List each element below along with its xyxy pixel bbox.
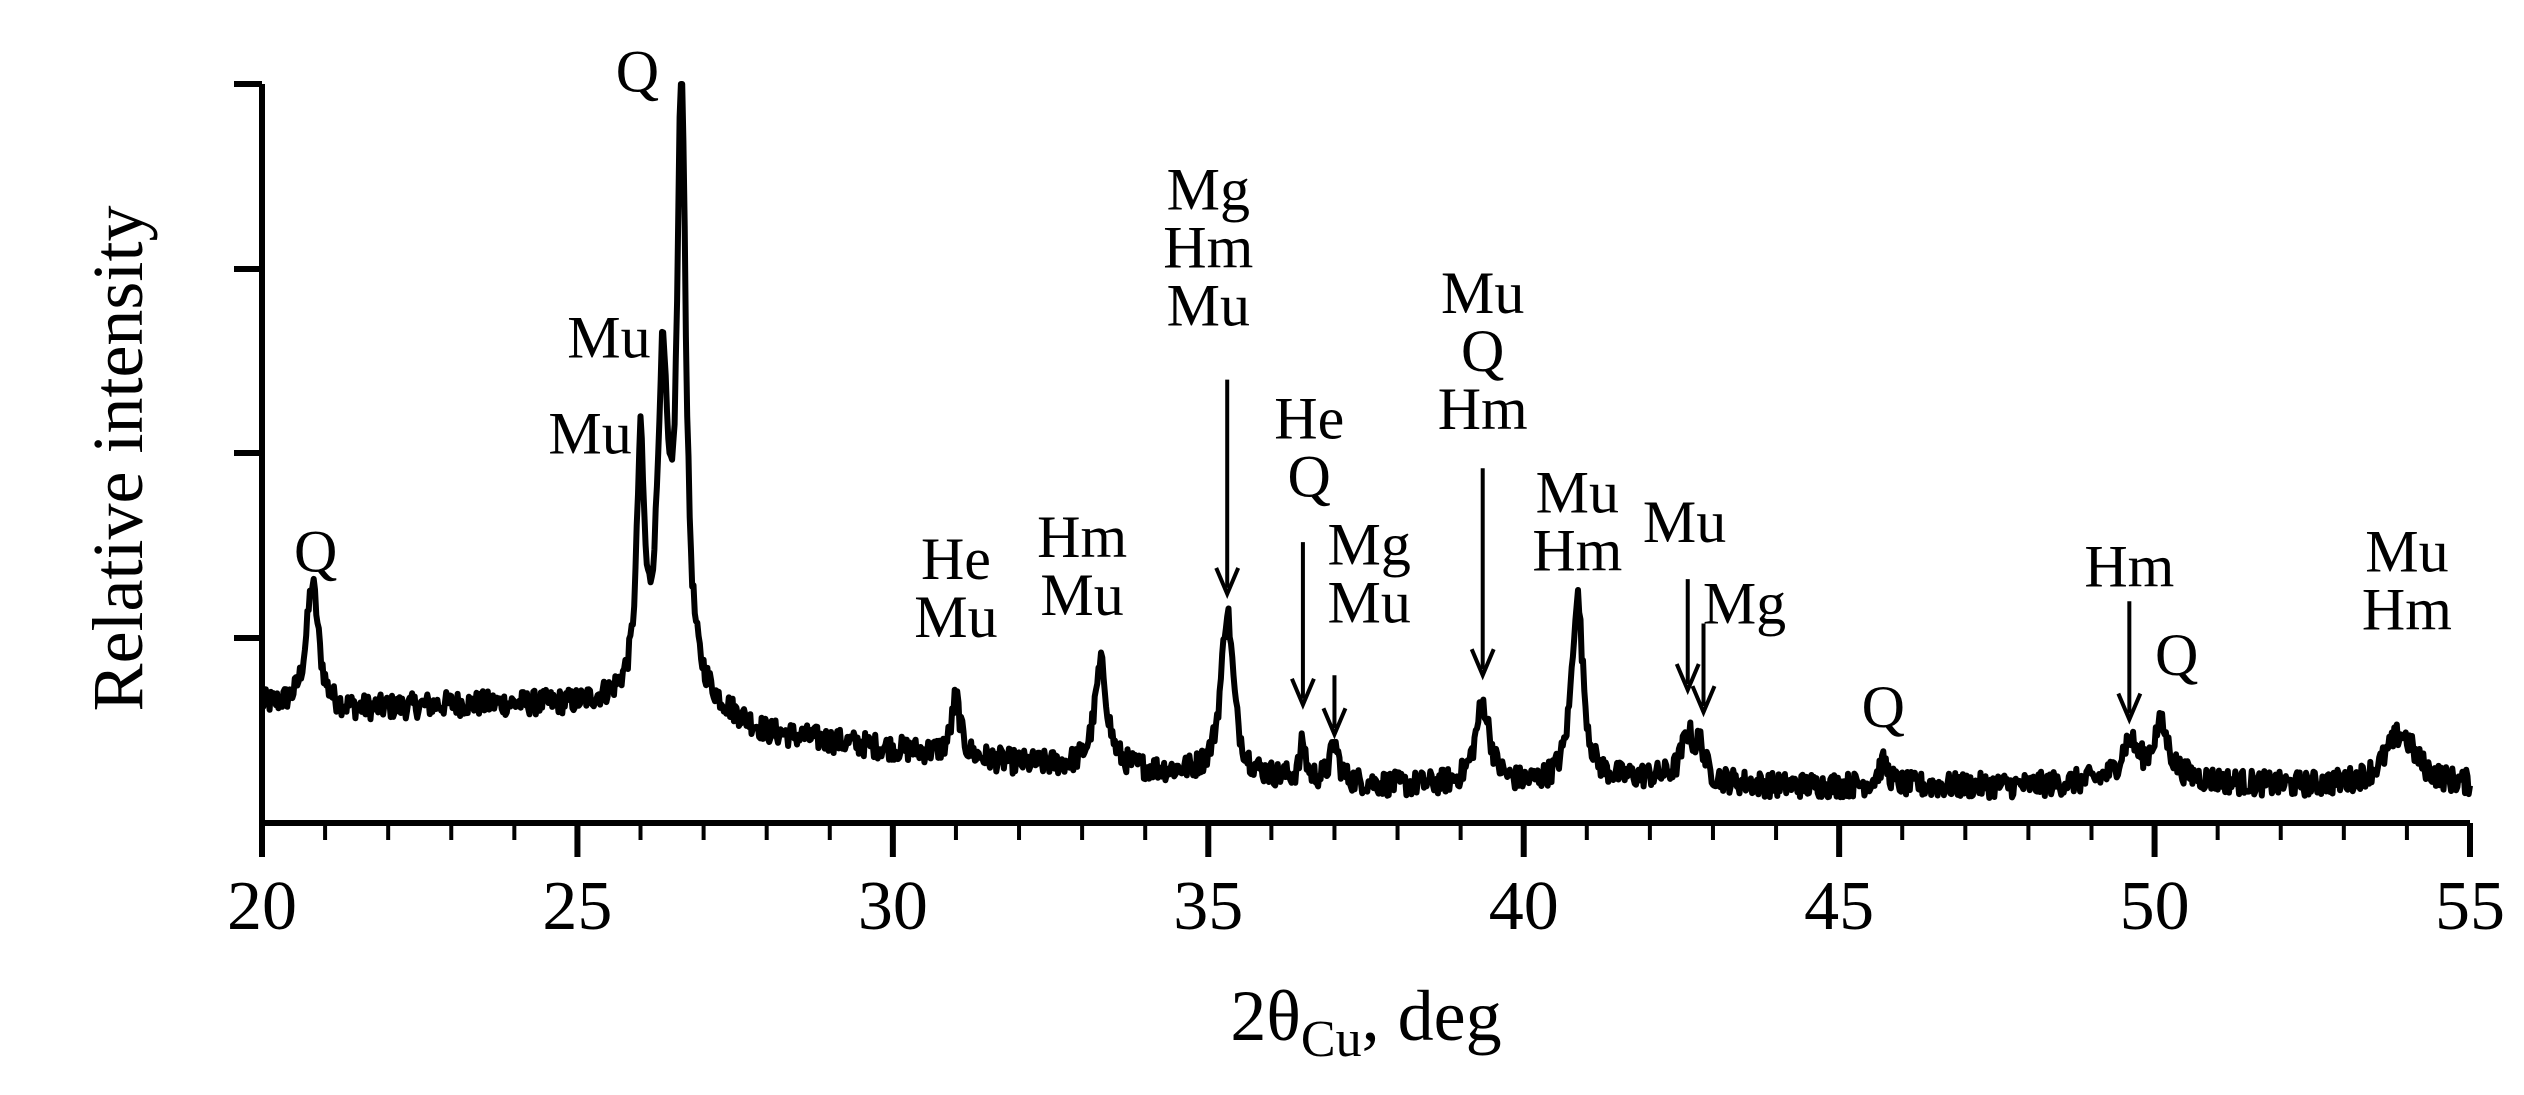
peak-label: Mu <box>1643 489 1726 555</box>
peak-label: He <box>1274 386 1344 452</box>
peak-arrow-head <box>1469 648 1496 681</box>
peak-label: Mu <box>2365 519 2448 585</box>
peak-label: Mg <box>1167 157 1250 223</box>
peak-label: Mu <box>1536 460 1619 526</box>
peak-label: Mu <box>1327 569 1410 635</box>
x-axis-tick-labels: 20 25 30 35 40 45 50 55 <box>227 868 2505 945</box>
peak-annotation: Q <box>294 519 337 585</box>
peak-arrow-head <box>1290 677 1316 710</box>
y-axis-ticks <box>234 81 262 641</box>
x-tick-label: 20 <box>227 868 297 945</box>
x-tick-label: 55 <box>2435 868 2505 945</box>
peak-label: Q <box>294 519 337 585</box>
peak-label: Mg <box>1327 511 1410 577</box>
x-tick-label: 30 <box>858 868 928 945</box>
peak-annotation: Q <box>2155 622 2198 688</box>
peak-arrow-head <box>1690 685 1717 718</box>
x-tick-label: 50 <box>2120 868 2190 945</box>
peak-label: Mu <box>548 401 631 467</box>
diffraction-pattern-line <box>259 81 2473 801</box>
x-axis-title-main: 2θ <box>1230 976 1301 1056</box>
x-tick-label: 35 <box>1173 868 1243 945</box>
peak-label: Mu <box>1441 260 1524 326</box>
peak-label: Mu <box>914 584 997 650</box>
x-tick-label: 40 <box>1489 868 1559 945</box>
peak-label: Q <box>2155 622 2198 688</box>
peak-label: Hm <box>1438 376 1528 442</box>
peak-label: Hm <box>1163 215 1253 281</box>
peak-arrow-head <box>2116 692 2143 725</box>
peak-arrow-head <box>1214 567 1241 600</box>
peak-label: Q <box>1288 444 1331 510</box>
peak-label: Mu <box>567 304 650 370</box>
peak-label: Mu <box>1167 273 1250 339</box>
x-axis-title-unit: , deg <box>1362 976 1502 1056</box>
peak-label: Hm <box>2362 577 2452 643</box>
peak-annotation: Mg <box>1690 570 1786 718</box>
peak-annotation: Mu <box>548 401 631 467</box>
peak-label: Q <box>1862 674 1905 740</box>
peak-label: Q <box>616 38 659 104</box>
x-axis-ticks <box>259 823 2473 857</box>
peak-label: Mg <box>1703 570 1786 636</box>
peak-annotation: Mu <box>567 304 650 370</box>
peak-annotation: HeQ <box>1274 386 1344 710</box>
peak-label: Mu <box>1040 562 1123 628</box>
peak-arrow-head <box>1321 707 1348 740</box>
peak-label: Hm <box>2084 534 2174 600</box>
peak-annotation: Q <box>1862 674 1905 740</box>
y-axis-title: Relative intensity <box>78 206 158 712</box>
peak-arrow-head <box>1674 663 1701 696</box>
peak-label: Hm <box>1037 504 1127 570</box>
x-tick-label: 45 <box>1804 868 1874 945</box>
x-axis-title-subscript: Cu <box>1301 1011 1362 1068</box>
peak-label: He <box>921 526 991 592</box>
x-axis-title: 2θCu, deg <box>1230 976 1501 1068</box>
peak-annotation: Hm <box>2084 534 2174 725</box>
peak-label: Q <box>1461 318 1504 384</box>
x-tick-label: 25 <box>542 868 612 945</box>
peak-label: Hm <box>1532 518 1622 584</box>
peak-annotation: Mu <box>1643 489 1726 696</box>
peak-annotation: Q <box>616 38 659 104</box>
